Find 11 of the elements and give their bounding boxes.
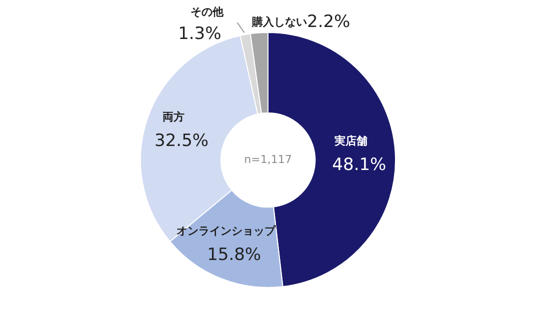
text: n=1,117 <box>244 152 292 166</box>
data-label: 1.3% <box>178 24 222 44</box>
slice-label: 両方 <box>162 110 185 124</box>
data-label: 48.1% <box>332 155 386 176</box>
slice-label: 購入しない <box>251 15 307 28</box>
slice-label: オンラインショップ <box>176 224 277 238</box>
data-label: 2.2% <box>307 12 350 32</box>
data-label: 15.8% <box>207 245 262 266</box>
data-label: 32.5% <box>154 130 209 151</box>
slice-label: その他 <box>190 5 224 18</box>
slice-label: 実店舗 <box>334 134 368 148</box>
